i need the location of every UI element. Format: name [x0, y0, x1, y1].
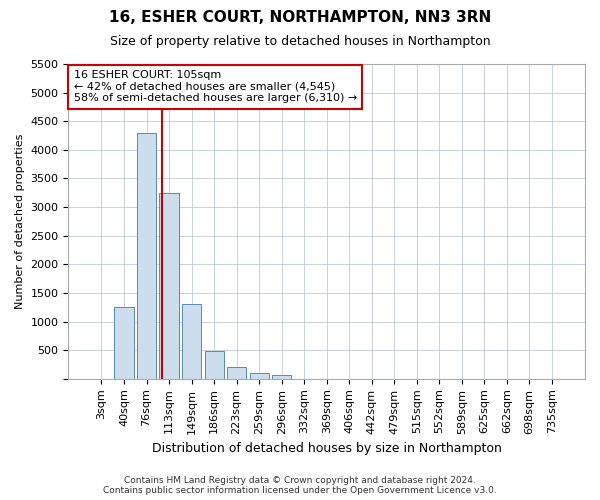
Text: 16, ESHER COURT, NORTHAMPTON, NN3 3RN: 16, ESHER COURT, NORTHAMPTON, NN3 3RN — [109, 10, 491, 25]
Bar — [115, 308, 134, 379]
Bar — [272, 375, 291, 379]
Y-axis label: Number of detached properties: Number of detached properties — [15, 134, 25, 309]
Bar — [205, 352, 224, 379]
X-axis label: Distribution of detached houses by size in Northampton: Distribution of detached houses by size … — [152, 442, 502, 455]
Bar — [160, 193, 179, 379]
Bar — [250, 373, 269, 379]
Bar — [227, 368, 246, 379]
Bar — [182, 304, 201, 379]
Bar — [137, 132, 156, 379]
Text: 16 ESHER COURT: 105sqm
← 42% of detached houses are smaller (4,545)
58% of semi-: 16 ESHER COURT: 105sqm ← 42% of detached… — [74, 70, 357, 104]
Text: Contains HM Land Registry data © Crown copyright and database right 2024.
Contai: Contains HM Land Registry data © Crown c… — [103, 476, 497, 495]
Text: Size of property relative to detached houses in Northampton: Size of property relative to detached ho… — [110, 35, 490, 48]
